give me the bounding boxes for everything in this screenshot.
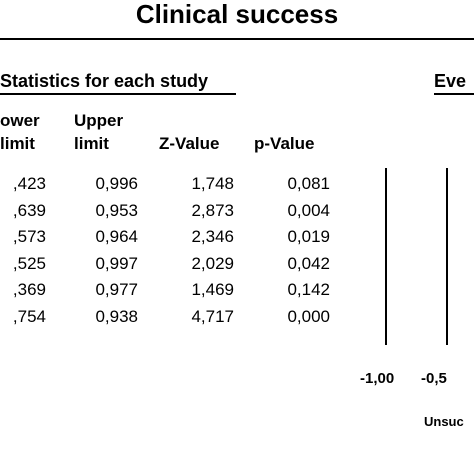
axis-tick-label: -0,5 bbox=[421, 370, 447, 387]
header-z-value: Z-Value bbox=[159, 134, 220, 153]
cell-p-value: 0,019 bbox=[287, 227, 330, 246]
axis-tick-label: -1,00 bbox=[360, 370, 395, 387]
cell-upper-limit: 0,964 bbox=[95, 227, 138, 246]
cell-z-value: 1,748 bbox=[191, 174, 234, 193]
cell-p-value: 0,004 bbox=[287, 200, 330, 220]
cell-p-value: 0,000 bbox=[287, 306, 330, 326]
chart-title: Clinical success bbox=[135, 0, 339, 29]
cell-upper-limit: 0,996 bbox=[95, 174, 138, 193]
cell-upper-limit: 0,953 bbox=[95, 200, 138, 220]
section-header-underline bbox=[0, 93, 236, 95]
cell-p-value: 0,081 bbox=[287, 174, 330, 193]
title-underline bbox=[0, 38, 474, 40]
cell-z-value: 2,029 bbox=[191, 253, 234, 273]
cell-z-value: 1,469 bbox=[191, 280, 234, 299]
cell-p-value: 0,042 bbox=[287, 253, 330, 273]
cell-p-value: 0,142 bbox=[287, 280, 330, 299]
cell-lower-limit: ,639 bbox=[12, 200, 46, 220]
cell-lower-limit: ,369 bbox=[12, 280, 46, 299]
cell-upper-limit: 0,977 bbox=[95, 280, 138, 299]
header-upper-line2: limit bbox=[74, 134, 109, 153]
events-header: Eve bbox=[434, 71, 467, 91]
section-header: Statistics for each study bbox=[0, 71, 209, 91]
header-lower-line1: ower bbox=[0, 111, 40, 130]
header-p-value: p-Value bbox=[254, 134, 315, 153]
header-lower-line2: limit bbox=[0, 134, 35, 153]
favours-label-left: Unsuc bbox=[424, 414, 464, 429]
cell-upper-limit: 0,938 bbox=[95, 306, 138, 326]
cell-upper-limit: 0,997 bbox=[95, 253, 138, 273]
cell-z-value: 2,873 bbox=[191, 200, 234, 220]
events-header-underline bbox=[434, 93, 474, 95]
cell-lower-limit: ,754 bbox=[12, 306, 46, 326]
cell-lower-limit: ,525 bbox=[12, 253, 46, 273]
header-upper-line1: Upper bbox=[74, 111, 124, 130]
cell-z-value: 2,346 bbox=[191, 227, 234, 246]
cell-z-value: 4,717 bbox=[191, 306, 234, 326]
cell-lower-limit: ,573 bbox=[12, 227, 46, 246]
cell-lower-limit: ,423 bbox=[12, 174, 46, 193]
